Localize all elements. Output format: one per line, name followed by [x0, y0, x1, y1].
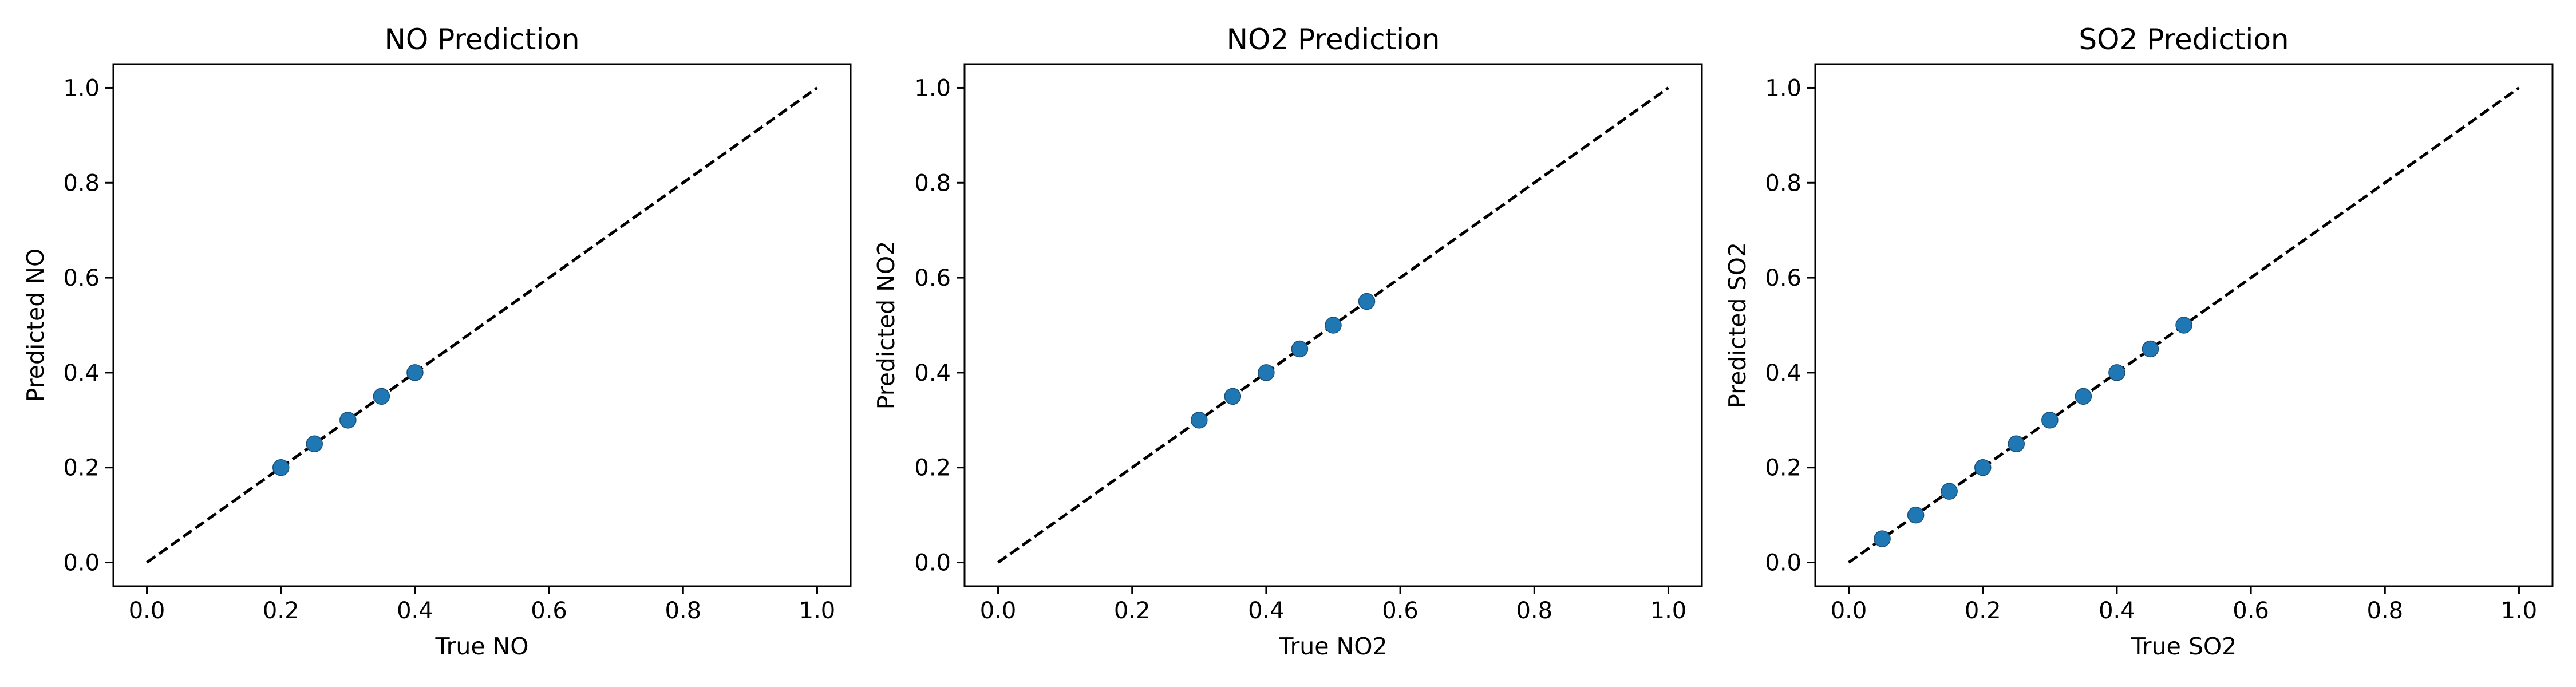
data-point [339, 412, 357, 429]
y-tick-label: 0.0 [1765, 550, 1801, 577]
data-point [373, 388, 390, 405]
y-tick-label: 0.8 [914, 170, 951, 196]
x-axis-label: True SO2 [2131, 633, 2237, 660]
x-tick-label: 0.6 [2233, 598, 2269, 624]
data-point [1974, 459, 1992, 476]
subplot-title: NO2 Prediction [1227, 23, 1440, 56]
y-tick-label: 0.8 [1765, 170, 1801, 196]
y-tick-label: 0.2 [63, 455, 100, 481]
y-tick-label: 0.8 [63, 170, 100, 196]
data-point [2041, 412, 2059, 429]
y-tick-label: 0.2 [1765, 455, 1801, 481]
y-axis-label: Predicted NO2 [872, 241, 900, 410]
x-tick-label: 0.2 [263, 598, 299, 624]
x-tick-label: 0.4 [397, 598, 433, 624]
x-tick-label: 0.6 [531, 598, 567, 624]
y-tick-label: 0.4 [1765, 360, 1801, 386]
data-point [2008, 435, 2025, 453]
data-point [1291, 340, 1309, 358]
data-point [2075, 388, 2092, 405]
reference-line [146, 86, 818, 564]
data-point [2142, 340, 2159, 358]
x-tick-label: 1.0 [799, 598, 836, 624]
x-tick-label: 0.8 [2366, 598, 2403, 624]
subplot-no2: NO2 Prediction True NO2 Predicted NO2 0.… [872, 23, 1703, 660]
subplot-no: NO Prediction True NO Predicted NO 0.0 0.… [22, 23, 852, 660]
y-tick-label: 0.2 [914, 455, 951, 481]
y-tick-label: 1.0 [914, 75, 951, 101]
data-point [2108, 364, 2125, 381]
y-tick-label: 0.0 [914, 550, 951, 577]
data-point [1358, 293, 1376, 310]
x-tick-label: 0.2 [1114, 598, 1151, 624]
x-tick-label: 0.4 [1248, 598, 1285, 624]
data-point [306, 435, 323, 453]
x-tick-label: 0.2 [1965, 598, 2001, 624]
subplot-title: NO Prediction [384, 23, 579, 56]
data-point [1325, 317, 1342, 334]
x-tick-label: 0.6 [1382, 598, 1419, 624]
y-axis-label: Predicted NO [22, 248, 49, 402]
data-point [272, 459, 290, 476]
y-tick-label: 0.6 [63, 265, 100, 291]
data-point [1191, 412, 1208, 429]
data-point [406, 364, 424, 381]
y-tick-label: 0.4 [914, 360, 951, 386]
y-tick-label: 0.0 [63, 550, 100, 577]
x-tick-label: 1.0 [2501, 598, 2538, 624]
subplot-title: SO2 Prediction [2079, 23, 2289, 56]
data-point [1941, 483, 1958, 500]
x-tick-label: 0.8 [665, 598, 701, 624]
data-point [2175, 317, 2192, 334]
x-tick-label: 0.0 [980, 598, 1017, 624]
x-tick-label: 0.4 [2099, 598, 2135, 624]
subplot-so2: SO2 Prediction True SO2 Predicted SO2 0.… [1724, 23, 2554, 660]
x-tick-label: 0.0 [129, 598, 165, 624]
y-tick-label: 0.6 [914, 265, 951, 291]
x-axis-label: True NO2 [1278, 633, 1387, 660]
axes-frame [1814, 63, 2554, 587]
y-tick-label: 0.4 [63, 360, 100, 386]
x-tick-label: 1.0 [1650, 598, 1687, 624]
axes-frame [963, 63, 1703, 587]
y-axis-label: Predicted SO2 [1724, 242, 1751, 408]
y-tick-label: 1.0 [63, 75, 100, 101]
y-tick-label: 0.6 [1765, 265, 1801, 291]
x-tick-label: 0.8 [1516, 598, 1552, 624]
axes-frame [112, 63, 852, 587]
data-point [1907, 506, 1925, 524]
x-tick-label: 0.0 [1831, 598, 1867, 624]
data-point [1874, 530, 1891, 547]
y-tick-label: 1.0 [1765, 75, 1801, 101]
data-point [1224, 388, 1242, 405]
x-axis-label: True NO [434, 633, 528, 660]
data-point [1258, 364, 1275, 381]
